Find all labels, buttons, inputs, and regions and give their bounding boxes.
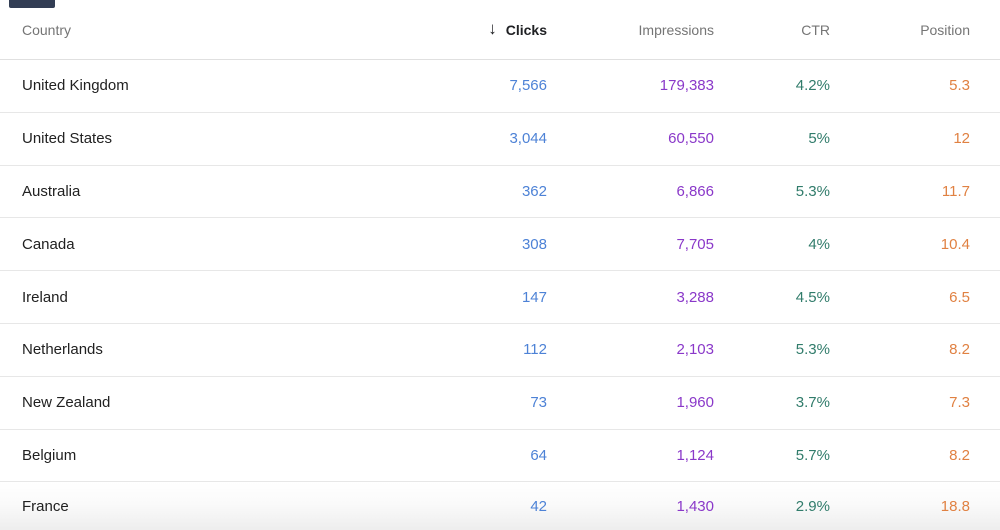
clipped-overlay-fragment (9, 0, 55, 8)
impressions-cell: 1,124 (676, 446, 714, 464)
position-cell: 7.3 (949, 394, 970, 412)
impressions-cell: 179,383 (659, 77, 714, 95)
impressions-cell: 1,430 (676, 498, 714, 516)
impressions-cell: 3,288 (676, 288, 714, 306)
table-header-row: Country ↓ Clicks Impressions CTR Positio… (0, 0, 1000, 60)
country-cell: France (22, 498, 69, 516)
impressions-cell: 6,866 (676, 182, 714, 200)
position-cell: 18.8 (940, 498, 970, 516)
country-cell: United States (22, 130, 113, 148)
table-row[interactable]: Belgium 64 1,124 5.7% 8.2 (0, 429, 1000, 483)
ctr-cell: 5.7% (795, 446, 830, 464)
ctr-cell: 4.5% (795, 288, 830, 306)
clicks-cell: 147 (521, 288, 547, 306)
country-cell: Belgium (22, 446, 77, 464)
clicks-cell: 308 (521, 235, 547, 253)
table-row[interactable]: Canada 308 7,705 4% 10.4 (0, 218, 1000, 272)
column-header-impressions[interactable]: Impressions (638, 21, 714, 38)
table-row[interactable]: France 42 1,430 2.9% 18.8 (0, 482, 1000, 530)
column-header-position[interactable]: Position (920, 21, 970, 38)
position-cell: 5.3 (949, 77, 970, 95)
clicks-cell: 73 (530, 394, 547, 412)
country-cell: New Zealand (22, 394, 111, 412)
table-row[interactable]: Australia 362 6,866 5.3% 11.7 (0, 165, 1000, 219)
position-cell: 8.2 (949, 446, 970, 464)
impressions-cell: 7,705 (676, 235, 714, 253)
country-cell: United Kingdom (22, 77, 129, 95)
country-cell: Netherlands (22, 341, 103, 359)
column-header-country: Country (22, 21, 72, 38)
sort-descending-arrow-icon: ↓ (488, 19, 497, 38)
clicks-cell: 3,044 (509, 130, 547, 148)
table-row[interactable]: Ireland 147 3,288 4.5% 6.5 (0, 271, 1000, 324)
table-body: United Kingdom 7,566 179,383 4.2% 5.3 Un… (0, 60, 1000, 530)
table-row[interactable]: United States 3,044 60,550 5% 12 (0, 112, 1000, 166)
clicks-cell: 42 (530, 498, 547, 516)
clicks-cell: 64 (530, 446, 547, 464)
country-cell: Canada (22, 235, 75, 253)
position-cell: 11.7 (941, 182, 970, 200)
position-cell: 12 (953, 130, 970, 148)
table-row[interactable]: New Zealand 73 1,960 3.7% 7.3 (0, 376, 1000, 430)
position-cell: 10.4 (940, 235, 970, 253)
country-cell: Ireland (22, 288, 68, 306)
column-header-ctr[interactable]: CTR (801, 21, 830, 38)
table-row[interactable]: United Kingdom 7,566 179,383 4.2% 5.3 (0, 60, 1000, 113)
ctr-cell: 5% (808, 130, 830, 148)
position-cell: 6.5 (949, 288, 970, 306)
ctr-cell: 4% (808, 235, 830, 253)
column-header-clicks-label: Clicks (505, 21, 547, 38)
ctr-cell: 5.3% (795, 341, 830, 359)
impressions-cell: 1,960 (676, 394, 714, 412)
column-header-clicks[interactable]: ↓ Clicks (380, 19, 547, 38)
impressions-cell: 2,103 (676, 341, 714, 359)
impressions-cell: 60,550 (668, 130, 714, 148)
clicks-cell: 362 (521, 182, 547, 200)
clicks-cell: 7,566 (509, 77, 547, 95)
clicks-cell: 112 (523, 341, 547, 359)
country-cell: Australia (22, 182, 81, 200)
table-row[interactable]: Netherlands 112 2,103 5.3% 8.2 (0, 323, 1000, 377)
ctr-cell: 5.3% (795, 182, 830, 200)
position-cell: 8.2 (949, 341, 970, 359)
ctr-cell: 2.9% (795, 498, 830, 516)
ctr-cell: 3.7% (795, 394, 830, 412)
ctr-cell: 4.2% (795, 77, 830, 95)
